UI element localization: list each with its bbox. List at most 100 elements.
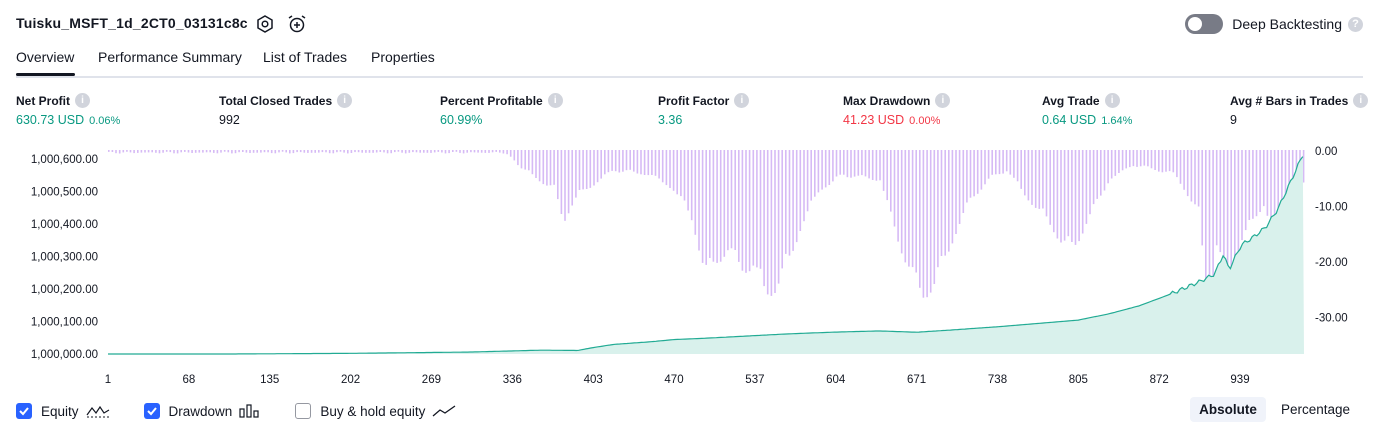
drawdown-bar: [270, 150, 273, 154]
absolute-button[interactable]: Absolute: [1190, 397, 1266, 422]
stat-avg-trade: Avg Trade i 0.64 USD 1.64%: [1042, 93, 1132, 127]
drawdown-bar: [984, 150, 986, 185]
equity-drawdown-chart[interactable]: 1,000,600.00 1,000,500.00 1,000,400.00 1,00…: [0, 138, 1379, 388]
drawdown-bar: [1100, 150, 1102, 196]
drawdown-bar: [911, 150, 914, 268]
drawdown-bar: [651, 150, 653, 175]
equity-checkbox[interactable]: [16, 403, 32, 419]
drawdown-bar: [795, 150, 798, 243]
legend-drawdown[interactable]: Drawdown: [143, 403, 262, 419]
drawdown-bar: [589, 150, 592, 188]
drawdown-bar: [683, 150, 686, 201]
drawdown-bar: [853, 150, 856, 177]
drawdown-bar: [1042, 150, 1044, 209]
drawdown-bar: [694, 150, 697, 235]
drawdown-bar: [517, 150, 519, 166]
drawdown-bar: [814, 150, 816, 197]
legend-label: Buy & hold equity: [320, 403, 426, 419]
drawdown-bar: [238, 150, 240, 153]
stat-value: 0.64 USD: [1042, 113, 1097, 127]
drawdown-bar: [604, 150, 606, 175]
x-tick-label: 805: [1069, 374, 1088, 386]
y-right-tick-label: 0.00: [1315, 146, 1337, 158]
drawdown-bar: [216, 150, 219, 154]
drawdown-checkbox[interactable]: [143, 403, 160, 419]
drawdown-bar: [1302, 150, 1305, 183]
drawdown-bar: [1081, 150, 1084, 234]
drawdown-bar: [665, 150, 668, 186]
drawdown-bar: [473, 150, 476, 153]
drawdown-bar: [303, 150, 306, 153]
drawdown-bar: [147, 150, 150, 153]
drawdown-bar: [144, 150, 146, 153]
drawdown-bar: [1237, 150, 1240, 258]
info-icon[interactable]: i: [1353, 93, 1369, 108]
y-left-tick-label: 1,000,400.00: [31, 219, 98, 231]
info-icon[interactable]: i: [75, 93, 90, 108]
strategy-title: Tuisku_MSFT_1d_2CT0_03131c8c: [16, 15, 248, 31]
stat-label: Profit Factor: [658, 93, 730, 108]
drawdown-bar: [661, 150, 664, 183]
info-icon[interactable]: i: [734, 93, 750, 108]
drawdown-bar: [712, 150, 715, 262]
drawdown-bar: [850, 150, 852, 178]
drawdown-bar: [998, 150, 1001, 175]
drawdown-bar: [730, 150, 733, 249]
drawdown-bar: [1136, 150, 1138, 167]
drawdown-bar: [520, 150, 523, 169]
settings-icon[interactable]: [254, 13, 276, 35]
drawdown-bar: [234, 150, 237, 154]
drawdown-bar: [408, 150, 411, 153]
drawdown-bar: [187, 150, 190, 153]
deep-backtesting-toggle[interactable]: [1185, 14, 1224, 34]
report-tabs: Overview Performance Summary List of Tra…: [16, 44, 1363, 78]
drawdown-bar: [669, 150, 671, 188]
info-icon[interactable]: i: [547, 93, 563, 108]
drawdown-bar: [890, 150, 892, 212]
drawdown-bar: [995, 150, 997, 175]
drawdown-bar: [839, 150, 841, 175]
drawdown-bar: [969, 150, 972, 198]
info-icon[interactable]: i: [337, 93, 353, 108]
drawdown-bar: [1053, 150, 1055, 233]
drawdown-bar: [817, 150, 820, 193]
tab-list-of-trades[interactable]: List of Trades: [263, 49, 348, 65]
drawdown-bar: [1241, 150, 1243, 241]
help-icon[interactable]: ?: [1348, 16, 1363, 32]
tab-properties[interactable]: Properties: [371, 49, 435, 65]
drawdown-bar: [249, 150, 251, 153]
stat-max-drawdown: Max Drawdown i 41.23 USD 0.00%: [843, 93, 951, 127]
drawdown-bar: [940, 150, 943, 256]
drawdown-bar: [980, 150, 983, 190]
drawdown-bar: [1071, 150, 1073, 242]
buy-hold-checkbox[interactable]: [295, 403, 312, 419]
tab-overview[interactable]: Overview: [16, 49, 75, 65]
drawdown-bar: [1060, 150, 1062, 243]
add-alert-icon[interactable]: [286, 13, 308, 35]
drawdown-bar: [1031, 150, 1033, 205]
stat-percent: 0.06%: [89, 115, 121, 127]
stat-net-profit: Net Profit i 630.73 USD 0.06%: [16, 93, 120, 127]
drawdown-bar: [882, 150, 885, 191]
drawdown-bar: [719, 150, 722, 262]
legend-buy-hold-equity[interactable]: Buy & hold equity: [295, 403, 456, 419]
drawdown-bar: [343, 150, 345, 153]
legend-equity[interactable]: Equity: [16, 403, 110, 419]
info-icon[interactable]: i: [935, 93, 951, 108]
info-icon[interactable]: i: [1104, 93, 1120, 108]
drawdown-bar: [1219, 150, 1222, 253]
drawdown-bar: [430, 150, 432, 153]
drawdown-bar: [1190, 150, 1193, 202]
drawdown-bar: [357, 150, 360, 153]
drawdown-bar: [560, 150, 563, 214]
drawdown-bar: [1132, 150, 1135, 167]
tab-performance-summary[interactable]: Performance Summary: [98, 49, 242, 65]
drawdown-bar: [1056, 150, 1059, 239]
stat-profit-factor: Profit Factor i 3.36: [658, 93, 750, 127]
percentage-button[interactable]: Percentage: [1280, 402, 1350, 417]
drawdown-bar: [477, 150, 479, 153]
drawdown-bar: [513, 150, 516, 161]
x-tick-label: 470: [664, 374, 683, 386]
drawdown-bar: [1013, 150, 1015, 178]
y-left-tick-label: 1,000,200.00: [31, 284, 98, 296]
